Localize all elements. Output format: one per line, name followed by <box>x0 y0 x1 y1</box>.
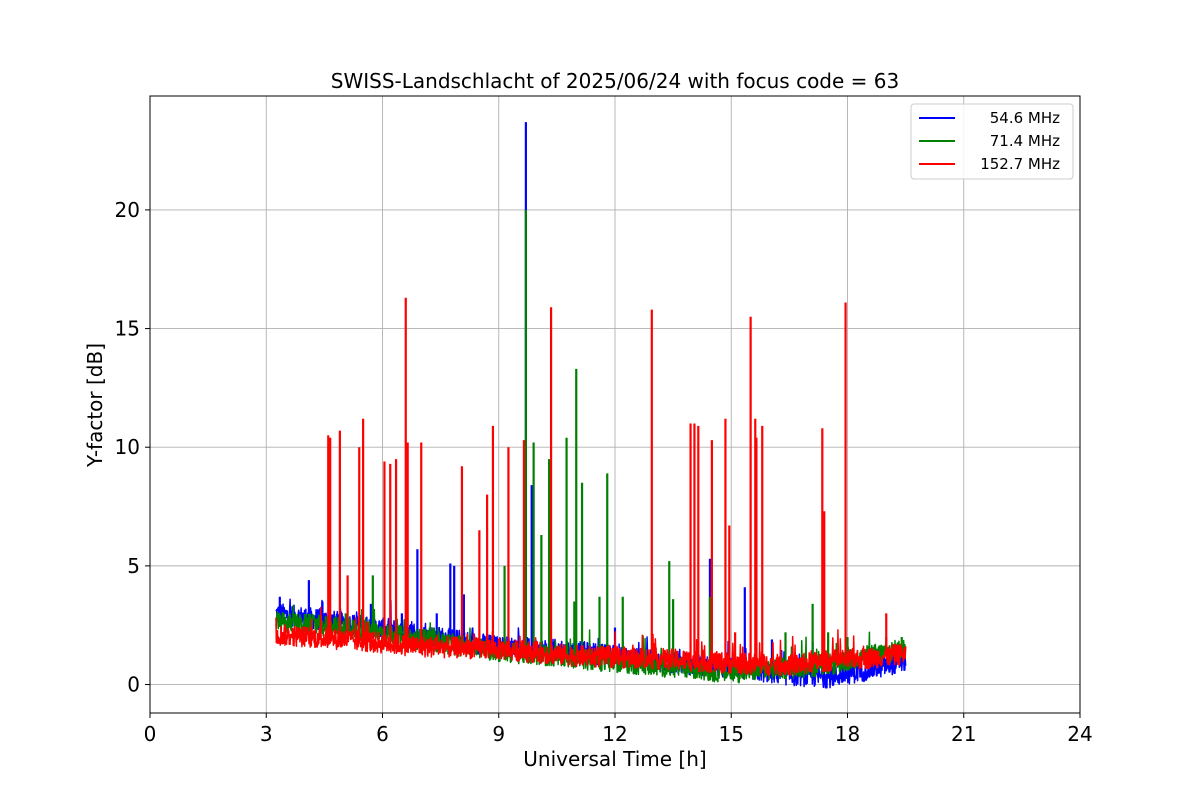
x-tick-label: 6 <box>376 722 389 746</box>
legend-label: 54.6 MHz <box>990 109 1060 127</box>
series-line <box>275 606 907 677</box>
legend-label: 152.7 MHz <box>980 155 1060 173</box>
series-layer <box>275 122 907 689</box>
y-tick-label: 0 <box>127 673 140 697</box>
y-axis-ticks: 0 5 10 15 20 <box>115 198 150 697</box>
legend-label: 71.4 MHz <box>990 132 1060 150</box>
x-tick-label: 12 <box>602 722 627 746</box>
y-tick-label: 20 <box>115 198 140 222</box>
x-tick-label: 21 <box>951 722 976 746</box>
y-tick-label: 5 <box>127 554 140 578</box>
x-tick-label: 3 <box>260 722 273 746</box>
x-tick-label: 18 <box>835 722 860 746</box>
x-tick-label: 0 <box>144 722 157 746</box>
chart-title: SWISS-Landschlacht of 2025/06/24 with fo… <box>331 69 899 93</box>
x-tick-label: 15 <box>719 722 744 746</box>
series-3 <box>275 297 907 677</box>
x-tick-label: 9 <box>492 722 505 746</box>
y-tick-label: 10 <box>115 435 140 459</box>
y-axis-label: Y-factor [dB] <box>83 343 107 468</box>
y-tick-label: 15 <box>115 317 140 341</box>
x-axis-ticks: 0 3 6 9 12 15 18 21 24 <box>144 713 1093 746</box>
x-axis-label: Universal Time [h] <box>523 747 706 771</box>
series-2 <box>275 209 907 684</box>
legend: 54.6 MHz 71.4 MHz 152.7 MHz <box>910 103 1074 180</box>
x-tick-label: 24 <box>1067 722 1092 746</box>
legend-box <box>910 103 1074 180</box>
